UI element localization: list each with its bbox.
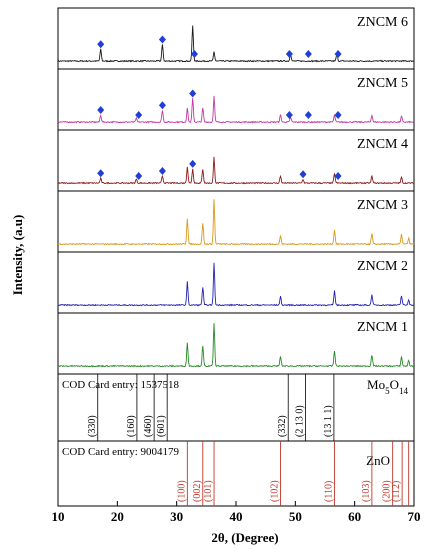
reference-line-label: (200) [382, 480, 393, 502]
x-axis-label: 2θ, (Degree) [211, 530, 278, 545]
reference-line-label: (110) [323, 481, 334, 502]
phase-marker [97, 169, 105, 178]
panel-zncm-3: ZNCM 3 [57, 190, 415, 253]
x-tick-label: 50 [289, 509, 302, 524]
x-tick-label: 40 [230, 509, 243, 524]
phase-marker [304, 111, 312, 119]
phase-marker [158, 166, 166, 175]
series-label: ZNCM 3 [357, 198, 408, 213]
phase-marker [299, 170, 307, 179]
panel-zncm-5: ZNCM 5 [57, 68, 415, 131]
series-line [57, 323, 414, 368]
series-line [57, 95, 415, 124]
phase-marker [334, 172, 342, 180]
phase-marker [135, 172, 143, 180]
reference-line-label: (160) [126, 415, 137, 437]
reference-phase-label: Mo5O14 [367, 377, 408, 396]
x-tick-label: 60 [348, 509, 361, 524]
series-line [57, 156, 415, 185]
reference-line-label: (601) [156, 415, 167, 437]
reference-line-label: (100) [176, 480, 187, 502]
reference-phase-label: ZnO [366, 453, 390, 468]
reference-line-label: (101) [203, 480, 214, 502]
reference-line-label: (112) [391, 481, 402, 502]
phase-marker [135, 111, 143, 119]
panel-zncm-6: ZNCM 6 [57, 7, 415, 70]
reference-entry-text: COD Card entry: 1537518 [62, 379, 180, 391]
reference-line-label: (330) [87, 415, 98, 437]
phase-marker [97, 40, 105, 49]
series-label: ZNCM 1 [357, 320, 408, 335]
panel-zncm-4: ZNCM 4 [57, 129, 415, 192]
phase-marker [304, 50, 312, 58]
phase-marker [190, 50, 198, 58]
x-tick-label: 30 [170, 509, 183, 524]
series-label: ZNCM 6 [357, 15, 408, 30]
series-line [57, 262, 415, 307]
phase-marker [158, 35, 166, 44]
phase-marker [285, 50, 293, 58]
phase-marker [334, 111, 342, 119]
xrd-panels: ZNCM 6 ZNCM 5 ZNCM 4 ZNCM 3 ZNCM 2 ZNCM 1 COD … [57, 7, 415, 507]
x-tick-label: 20 [111, 509, 124, 524]
panel-zncm-2: ZNCM 2 [57, 251, 415, 314]
reference-mo5o14: COD Card entry: 1537518 Mo5O14 (330) (160) (… [57, 373, 415, 442]
y-axis-label: Intensity, (a.u) [10, 215, 25, 296]
reference-line-label: (103) [361, 480, 372, 502]
phase-marker [97, 105, 105, 114]
reference-line-label: (332) [277, 415, 288, 437]
reference-line-label: (2 13 0) [294, 405, 305, 437]
reference-line-label: (102) [270, 480, 281, 502]
panel-zncm-1: ZNCM 1 [57, 312, 415, 375]
reference-line-label: (460) [143, 415, 154, 437]
phase-marker [285, 111, 293, 119]
series-label: ZNCM 4 [357, 137, 408, 152]
x-tick-label: 10 [52, 509, 65, 524]
x-axis: 10 20 30 40 50 60 70 [52, 501, 421, 524]
series-label: ZNCM 2 [357, 259, 408, 274]
x-tick-label: 70 [408, 509, 421, 524]
series-line [57, 25, 415, 63]
phase-marker [158, 101, 166, 110]
reference-line-label: (13 1 1) [323, 405, 334, 437]
reference-zno: COD Card entry: 9004179 ZnO (100) (002) (101… [57, 440, 415, 507]
phase-marker [334, 50, 342, 58]
phase-marker [189, 159, 197, 168]
phase-marker [189, 89, 197, 98]
series-label: ZNCM 5 [357, 76, 408, 91]
reference-line-label: (002) [192, 480, 203, 502]
reference-entry-text: COD Card entry: 9004179 [62, 446, 180, 458]
series-line [57, 199, 415, 246]
